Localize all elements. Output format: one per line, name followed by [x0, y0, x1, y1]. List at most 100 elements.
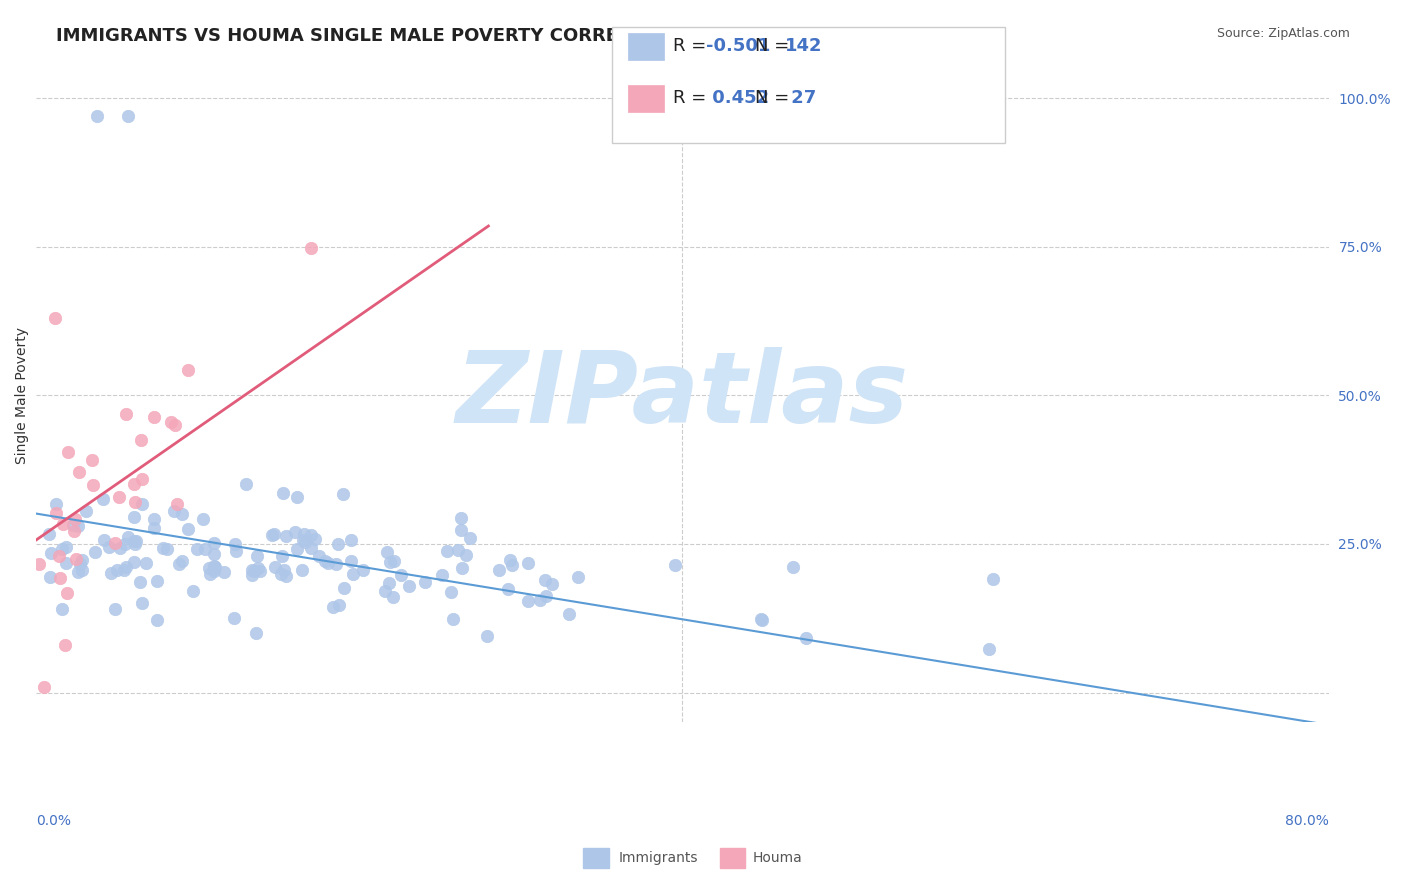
Point [51, 602, 73, 616]
Point [382, 554, 405, 568]
Text: Houma: Houma [752, 851, 801, 865]
Point [283, 525, 305, 540]
Point [245, 625, 267, 640]
Point [62, 517, 84, 532]
Point [567, 569, 589, 583]
Point [749, 612, 772, 626]
Point [172, 507, 194, 521]
Point [328, 599, 350, 613]
Point [273, 563, 295, 577]
Point [246, 560, 269, 574]
Point [202, 559, 225, 574]
Point [152, 541, 174, 555]
Point [67, 519, 90, 533]
Point [204, 560, 226, 574]
Point [333, 581, 356, 595]
Point [39, 569, 62, 583]
Point [536, 589, 558, 603]
Point [38, 527, 60, 541]
Point [70, 553, 93, 567]
Point [276, 568, 298, 582]
Point [56, 586, 79, 600]
Point [496, 582, 519, 597]
Text: 0.452: 0.452 [706, 89, 769, 107]
Point [541, 576, 564, 591]
Point [322, 600, 344, 615]
Point [198, 561, 221, 575]
Point [104, 535, 127, 549]
Point [177, 522, 200, 536]
Point [534, 573, 557, 587]
Point [454, 548, 477, 562]
Point [451, 561, 474, 575]
Point [270, 566, 292, 581]
Point [100, 566, 122, 580]
Point [264, 560, 287, 574]
Point [375, 545, 398, 559]
Text: R =: R = [673, 89, 713, 107]
Point [124, 534, 146, 549]
Point [262, 527, 284, 541]
Point [751, 613, 773, 627]
Point [98, 541, 121, 555]
Point [131, 472, 153, 486]
Point [352, 563, 374, 577]
Point [517, 593, 540, 607]
Point [450, 523, 472, 537]
Point [475, 629, 498, 643]
Point [270, 549, 292, 563]
Point [91, 491, 114, 506]
Point [381, 591, 404, 605]
Point [441, 612, 464, 626]
Point [294, 526, 316, 541]
Point [242, 564, 264, 578]
Text: -0.501: -0.501 [706, 37, 770, 55]
Point [488, 563, 510, 577]
Point [342, 567, 364, 582]
Point [163, 418, 186, 433]
Point [114, 559, 136, 574]
Point [273, 486, 295, 500]
Point [299, 527, 322, 541]
Point [202, 562, 225, 576]
Point [377, 575, 399, 590]
Point [55, 556, 77, 570]
Text: N =: N = [755, 89, 794, 107]
Point [63, 512, 86, 526]
Point [318, 556, 340, 570]
Point [299, 241, 322, 255]
Point [276, 529, 298, 543]
Point [246, 549, 269, 564]
Point [55, 540, 77, 554]
Point [263, 527, 285, 541]
Point [202, 564, 225, 578]
Text: R =: R = [673, 37, 713, 55]
Point [66, 565, 89, 579]
Point [389, 567, 412, 582]
Point [82, 453, 104, 467]
Point [63, 524, 86, 538]
Point [222, 610, 245, 624]
Y-axis label: Single Male Poverty: Single Male Poverty [15, 326, 30, 464]
Point [458, 531, 481, 545]
Point [224, 537, 246, 551]
Point [447, 543, 470, 558]
Point [160, 415, 183, 429]
Point [49, 571, 72, 585]
Point [143, 512, 166, 526]
Point [198, 567, 221, 582]
Point [83, 545, 105, 559]
Text: Immigrants: Immigrants [619, 851, 699, 865]
Point [332, 487, 354, 501]
Point [299, 541, 322, 555]
Point [52, 517, 75, 532]
Point [225, 544, 247, 558]
Point [51, 542, 73, 557]
Point [69, 557, 91, 571]
Point [86, 109, 108, 123]
Point [124, 494, 146, 508]
Point [558, 607, 581, 622]
Point [212, 566, 235, 580]
Point [156, 542, 179, 557]
Text: 80.0%: 80.0% [1285, 814, 1329, 828]
